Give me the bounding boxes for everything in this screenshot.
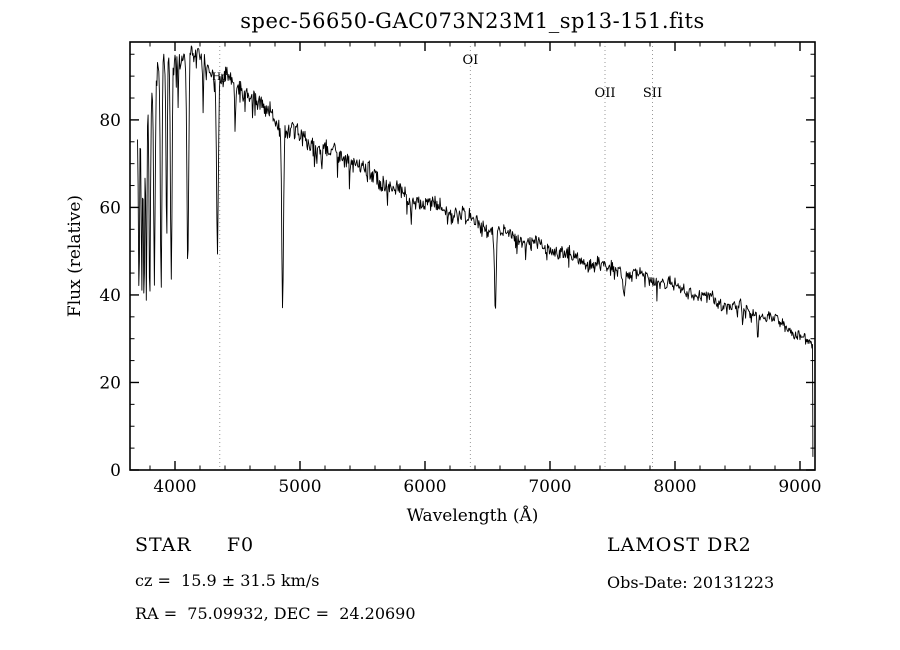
x-tick-label: 7000 [528, 477, 571, 497]
x-tick-label: 4000 [153, 477, 196, 497]
x-tick-label: 6000 [403, 477, 446, 497]
sky-line-label: SII [643, 86, 662, 101]
sky-line-label: OI [462, 53, 478, 68]
y-tick-label: 0 [110, 461, 121, 481]
spectrum-line [137, 45, 814, 457]
y-tick-label: 20 [99, 373, 121, 393]
x-axis-label: Wavelength (Å) [406, 506, 539, 526]
survey-name-text: LAMOST DR2 [607, 534, 752, 556]
y-tick-label: 80 [99, 111, 121, 131]
plot-title: spec-56650-GAC073N23M1_sp13-151.fits [240, 9, 705, 33]
x-tick-label: 8000 [653, 477, 696, 497]
plot-box [129, 41, 816, 471]
y-tick-label: 60 [99, 198, 121, 218]
radial-velocity-text: cz = 15.9 ± 31.5 km/s [135, 571, 320, 590]
y-tick-label: 40 [99, 286, 121, 306]
coordinates-text: RA = 75.09932, DEC = 24.20690 [135, 604, 416, 623]
observation-date-text: Obs-Date: 20131223 [607, 573, 775, 592]
x-tick-label: 9000 [778, 477, 821, 497]
x-tick-label: 5000 [278, 477, 321, 497]
sky-line-label: OII [595, 86, 616, 101]
object-classification-text: STAR F0 [135, 534, 255, 556]
